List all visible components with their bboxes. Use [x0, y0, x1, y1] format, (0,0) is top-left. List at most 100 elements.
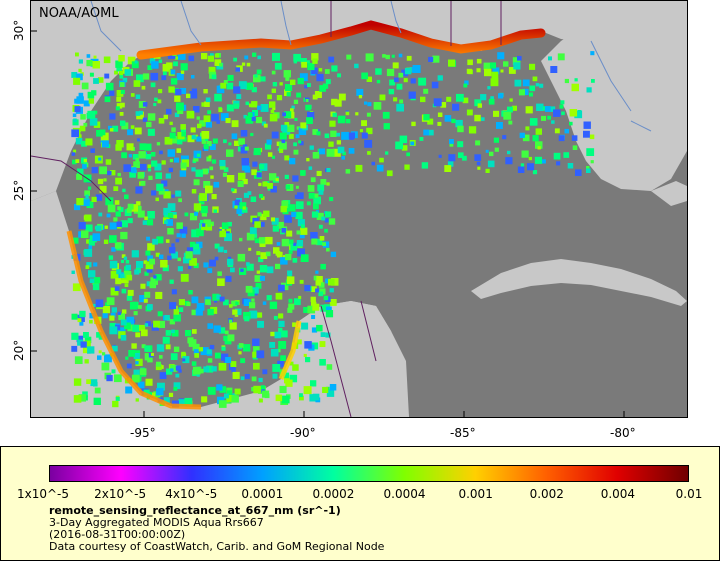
data-pixel — [311, 53, 319, 61]
data-pixel — [92, 61, 100, 69]
data-pixel — [104, 73, 110, 79]
data-pixel — [209, 259, 216, 267]
data-pixel — [326, 168, 331, 173]
data-pixel — [103, 178, 107, 182]
data-pixel — [147, 164, 152, 169]
data-pixel — [494, 147, 499, 152]
data-pixel — [292, 364, 299, 371]
data-pixel — [122, 309, 127, 314]
data-pixel — [280, 330, 288, 338]
data-pixel — [329, 120, 336, 127]
data-pixel — [269, 342, 276, 348]
data-pixel — [282, 112, 286, 117]
data-pixel — [259, 194, 263, 198]
data-pixel — [299, 141, 304, 146]
data-pixel — [444, 115, 452, 122]
data-pixel — [490, 78, 499, 87]
data-pixel — [280, 124, 288, 132]
data-pixel — [232, 309, 238, 315]
data-pixel — [311, 238, 318, 245]
data-pixel — [287, 124, 295, 132]
data-pixel — [276, 251, 283, 258]
data-pixel — [272, 373, 278, 379]
data-pixel — [296, 92, 302, 98]
data-pixel — [170, 364, 178, 372]
data-pixel — [438, 154, 442, 158]
data-pixel — [481, 117, 485, 121]
data-pixel — [234, 205, 238, 209]
data-pixel — [313, 275, 319, 281]
data-pixel — [213, 325, 221, 333]
data-pixel — [292, 322, 297, 327]
data-pixel — [216, 85, 225, 94]
data-pixel — [254, 74, 258, 78]
data-pixel — [129, 301, 138, 310]
data-pixel — [105, 159, 112, 165]
data-pixel — [553, 152, 561, 160]
data-pixel — [224, 233, 232, 242]
data-pixel — [78, 222, 86, 230]
data-pixel — [184, 212, 189, 217]
data-pixel — [207, 55, 214, 62]
data-pixel — [328, 56, 335, 63]
data-pixel — [170, 69, 176, 75]
data-pixel — [193, 247, 201, 255]
data-pixel — [296, 126, 300, 130]
data-pixel — [288, 303, 295, 310]
data-pixel — [88, 239, 95, 246]
data-pixel — [190, 127, 196, 133]
data-pixel — [324, 69, 330, 74]
data-pixel — [143, 260, 148, 264]
data-pixel — [224, 393, 229, 399]
data-pixel — [209, 221, 214, 226]
data-pixel — [224, 249, 228, 253]
data-pixel — [287, 307, 293, 313]
data-pixel — [196, 373, 200, 377]
data-pixel — [240, 358, 246, 364]
data-pixel — [131, 250, 139, 258]
data-pixel — [288, 204, 296, 212]
colorbar-tick-label: 0.01 — [675, 487, 703, 501]
data-pixel — [267, 183, 273, 189]
data-pixel — [205, 185, 213, 194]
data-pixel — [571, 83, 579, 92]
data-pixel — [116, 221, 122, 227]
data-pixel — [366, 112, 371, 117]
data-pixel — [73, 378, 82, 386]
data-pixel — [319, 85, 326, 92]
data-pixel — [437, 75, 443, 81]
data-pixel — [432, 55, 440, 63]
data-pixel — [382, 111, 390, 119]
data-pixel — [201, 102, 206, 107]
data-pixel — [106, 213, 111, 218]
data-pixel — [138, 305, 142, 309]
data-pixel — [520, 163, 525, 167]
data-pixel — [361, 132, 368, 139]
data-pixel — [95, 299, 104, 308]
data-pixel — [218, 327, 226, 334]
data-pixel — [223, 167, 229, 172]
data-pixel — [169, 136, 177, 144]
data-pixel — [196, 136, 202, 142]
data-pixel — [590, 51, 595, 56]
data-pixel — [231, 367, 236, 373]
data-pixel — [263, 123, 268, 128]
data-pixel — [134, 127, 142, 135]
data-pixel — [147, 243, 155, 251]
data-pixel — [225, 357, 232, 363]
data-pixel — [74, 98, 80, 104]
data-pixel — [167, 255, 172, 260]
data-pixel — [522, 79, 530, 87]
data-pixel — [230, 267, 235, 273]
data-pixel — [173, 386, 178, 391]
data-pixel — [382, 54, 386, 58]
data-pixel — [334, 99, 342, 107]
data-pixel — [336, 140, 341, 145]
data-pixel — [280, 355, 286, 361]
data-pixel — [266, 266, 274, 274]
data-pixel — [260, 104, 269, 112]
data-pixel — [208, 155, 212, 159]
data-pixel — [145, 154, 152, 160]
data-pixel — [477, 103, 482, 108]
data-pixel — [324, 218, 329, 223]
